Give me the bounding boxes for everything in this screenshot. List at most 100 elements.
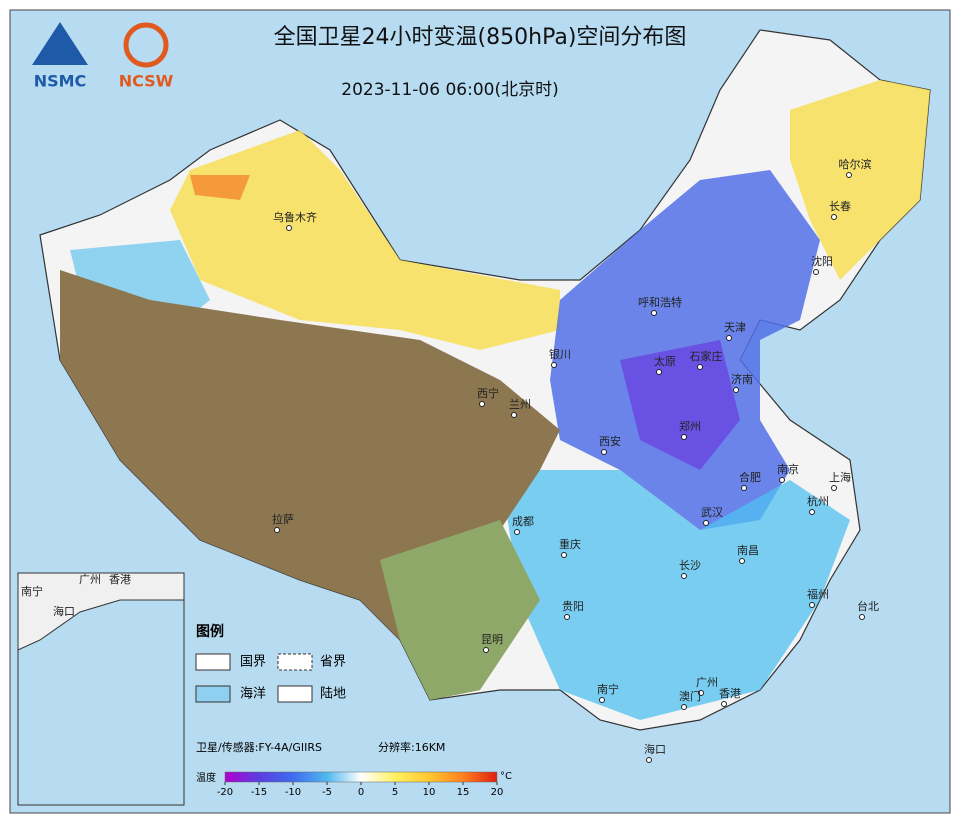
- city-label: 乌鲁木齐: [273, 210, 317, 224]
- city-label: 武汉: [701, 506, 723, 519]
- terrain: [380, 520, 540, 700]
- city-dot: [831, 214, 837, 220]
- city-dot: [721, 701, 727, 707]
- city-label: 香港: [719, 687, 741, 700]
- city-label: 西宁: [477, 386, 499, 400]
- city-label: 福州: [807, 587, 829, 601]
- city-dot: [551, 362, 557, 368]
- colorbar-tick-label: -5: [322, 787, 332, 798]
- logo-ncsw: NCSW: [119, 72, 174, 91]
- city-label: 广州: [696, 676, 718, 689]
- inset-city-label: 南宁: [21, 584, 43, 598]
- city-label: 合肥: [739, 470, 761, 484]
- city-dot: [697, 364, 703, 370]
- legend-swatch: [277, 653, 313, 671]
- resolution: 分辨率:16KM: [378, 740, 445, 754]
- city-dot: [681, 704, 687, 710]
- city-label: 哈尔滨: [839, 157, 872, 171]
- city-dot: [726, 335, 732, 341]
- colorbar-tick-label: 10: [423, 787, 436, 798]
- hot-spot: [190, 175, 250, 200]
- city-dot: [859, 614, 865, 620]
- city-dot: [646, 757, 652, 763]
- city-label: 昆明: [481, 633, 503, 646]
- colorbar-tick-label: -15: [251, 787, 267, 798]
- city-label: 台北: [857, 599, 879, 613]
- sensor: 卫星/传感器:FY-4A/GIIRS: [196, 741, 322, 754]
- legend-swatch: [195, 653, 231, 671]
- city-label: 天津: [724, 321, 746, 334]
- city-label: 杭州: [807, 494, 829, 508]
- legend-item: 国界: [240, 655, 266, 670]
- colorbar-tick-label: -10: [285, 787, 301, 798]
- legend-item: 陆地: [320, 686, 346, 702]
- city-dot: [681, 573, 687, 579]
- city-dot: [514, 529, 520, 535]
- city-dot: [286, 225, 292, 231]
- city-label: 海口: [644, 742, 666, 756]
- warm-region: [790, 80, 930, 280]
- city-dot: [813, 269, 819, 275]
- city-label: 拉萨: [272, 512, 294, 526]
- colorbar: [224, 771, 498, 783]
- city-dot: [479, 401, 485, 407]
- nsmc-emblem: [32, 22, 88, 65]
- city-label: 石家庄: [690, 349, 723, 363]
- city-label: 长沙: [679, 559, 701, 572]
- warm-region: [170, 130, 560, 350]
- city-label: 长春: [829, 200, 851, 213]
- logo-nsmc: NSMC: [34, 72, 87, 91]
- legend-item: 省界: [320, 655, 346, 670]
- city-dot: [703, 520, 709, 526]
- city-label: 南京: [777, 462, 799, 476]
- city-dot: [733, 387, 739, 393]
- title: 全国卫星24小时变温(850hPa)空间分布图: [274, 25, 687, 50]
- legend-swatch: [277, 685, 313, 703]
- city-dot: [831, 485, 837, 491]
- city-label: 银川: [549, 347, 571, 361]
- timestamp: 2023-11-06 06:00(北京时): [341, 80, 558, 100]
- inset-land: [17, 572, 185, 651]
- city-dot: [779, 477, 785, 483]
- inset-city-label: 广州: [79, 573, 101, 586]
- colorbar-label: 温度: [196, 771, 216, 784]
- city-dot: [599, 697, 605, 703]
- city-dot: [739, 558, 745, 564]
- city-dot: [564, 614, 570, 620]
- city-label: 上海: [829, 470, 851, 484]
- city-label: 兰州: [509, 398, 531, 411]
- city-dot: [601, 449, 607, 455]
- city-dot: [846, 172, 852, 178]
- legend-swatch: [195, 685, 231, 703]
- city-dot: [656, 369, 662, 375]
- city-label: 澳门: [679, 689, 701, 703]
- city-label: 南宁: [597, 682, 619, 696]
- city-label: 沈阳: [811, 254, 833, 268]
- city-label: 重庆: [559, 537, 581, 551]
- city-dot: [274, 527, 280, 533]
- city-dot: [698, 690, 704, 696]
- city-label: 济南: [731, 372, 753, 386]
- city-dot: [741, 485, 747, 491]
- legend-item: 海洋: [240, 687, 266, 702]
- city-label: 郑州: [679, 419, 701, 433]
- city-dot: [483, 647, 489, 653]
- city-label: 太原: [654, 355, 676, 368]
- city-dot: [809, 509, 815, 515]
- legend-title: 图例: [196, 623, 224, 640]
- colorbar-tick-label: 5: [392, 787, 398, 798]
- city-label: 西安: [599, 434, 621, 448]
- colorbar-tick-label: 15: [457, 787, 470, 798]
- city-label: 南昌: [737, 544, 759, 557]
- city-dot: [809, 602, 815, 608]
- city-dot: [651, 310, 657, 316]
- cold-core: [620, 340, 740, 470]
- city-label: 成都: [512, 515, 534, 528]
- ncsw-emblem: [123, 22, 169, 68]
- colorbar-tick-label: -20: [217, 787, 233, 798]
- city-label: 呼和浩特: [638, 295, 682, 309]
- inset-city-label: 海口: [53, 604, 75, 618]
- colorbar-unit: °C: [500, 771, 512, 782]
- colorbar-tick-label: 20: [491, 787, 504, 798]
